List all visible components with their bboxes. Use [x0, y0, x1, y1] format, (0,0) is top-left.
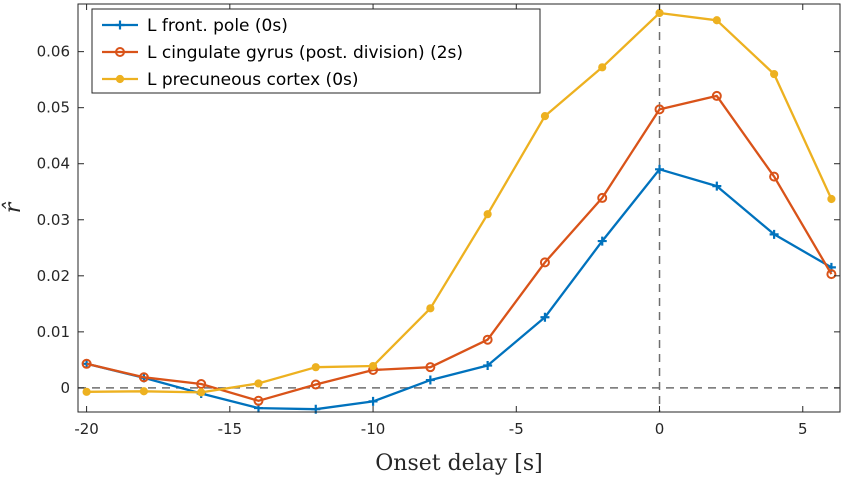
data-point-2-10	[597, 192, 608, 203]
legend-entry-3: L precuneous cortex (0s)	[102, 70, 359, 90]
y-axis-title: r̂	[1, 201, 26, 213]
data-point-2-5	[310, 379, 321, 390]
legend-label: L precuneous cortex (0s)	[147, 70, 359, 90]
data-point-2-4	[253, 395, 264, 406]
data-point-2-8	[482, 334, 493, 345]
series-line-3	[86, 11, 833, 394]
data-point-1-13	[769, 229, 779, 239]
data-point-2-11	[654, 104, 665, 115]
data-point-2-2	[138, 372, 149, 383]
data-point-3-6	[368, 361, 378, 371]
series-line-2	[86, 94, 833, 402]
legend-marker	[115, 20, 125, 30]
series-line-1	[86, 168, 832, 411]
data-point-3-5	[311, 363, 320, 372]
data-point-1-6	[368, 396, 378, 406]
data-point-3-3	[197, 388, 206, 397]
data-point-3-9	[540, 111, 550, 121]
data-point-2-14	[826, 269, 837, 280]
y-tick-label: 0	[60, 379, 70, 397]
data-point-1-9	[540, 312, 550, 322]
plot-frame	[77, 3, 841, 413]
data-point-2-13	[769, 171, 780, 182]
data-point-2-9	[539, 257, 550, 268]
x-tick-label: 5	[798, 420, 808, 438]
data-point-3-14	[827, 194, 836, 204]
series-3	[82, 8, 836, 397]
data-point-1-12	[712, 181, 722, 191]
data-point-1-8	[483, 360, 493, 370]
data-point-3-1	[82, 387, 91, 396]
reference-lines	[78, 4, 840, 412]
y-tick-label: 0.01	[37, 323, 70, 341]
data-point-2-1	[81, 358, 92, 369]
legend-marker	[115, 74, 125, 84]
series-2	[81, 90, 837, 406]
data-point-1-10	[597, 236, 607, 246]
y-tick-label: 0.03	[37, 211, 70, 229]
data-point-1-11	[655, 164, 665, 174]
legend-entry-1: L front. pole (0s)	[102, 16, 288, 36]
legend-label: L cingulate gyrus (post. division) (2s)	[147, 43, 463, 63]
y-tick-label: 0.04	[37, 155, 70, 173]
x-axis-title: Onset delay [s]	[375, 451, 542, 476]
data-point-3-13	[770, 69, 779, 79]
data-point-2-3	[196, 378, 207, 389]
ticks: -20 -15 -10 -5 0 5 0 0.01 0.02 0.03 0.04 0.05 0.06	[37, 4, 840, 438]
legend-label: L front. pole (0s)	[147, 16, 288, 36]
data-point-3-12	[712, 16, 721, 25]
data-point-3-11	[655, 8, 664, 18]
legend-box	[91, 8, 541, 94]
data-point-2-7	[425, 362, 436, 373]
x-tick-label: -15	[218, 420, 243, 438]
series-1	[82, 164, 836, 414]
x-tick-label: -5	[509, 420, 524, 438]
y-tick-label: 0.05	[37, 99, 70, 117]
x-tick-label: -10	[361, 420, 386, 438]
y-tick-label: 0.06	[37, 43, 70, 61]
axes	[77, 3, 841, 413]
data-point-1-7	[425, 375, 435, 385]
x-tick-label: -20	[74, 420, 99, 438]
data-point-3-10	[598, 63, 607, 72]
legend: L front. pole (0s) L cingulate gyrus (pos…	[91, 8, 541, 94]
data-point-2-12	[711, 90, 722, 101]
data-point-3-4	[254, 379, 263, 388]
data-point-3-7	[426, 304, 435, 313]
legend-entry-2: L cingulate gyrus (post. division) (2s)	[102, 43, 463, 63]
legend-marker	[115, 47, 125, 57]
x-tick-label: 0	[655, 420, 665, 438]
y-tick-label: 0.02	[37, 267, 70, 285]
data-point-3-2	[139, 387, 148, 396]
data-point-3-8	[483, 210, 492, 219]
